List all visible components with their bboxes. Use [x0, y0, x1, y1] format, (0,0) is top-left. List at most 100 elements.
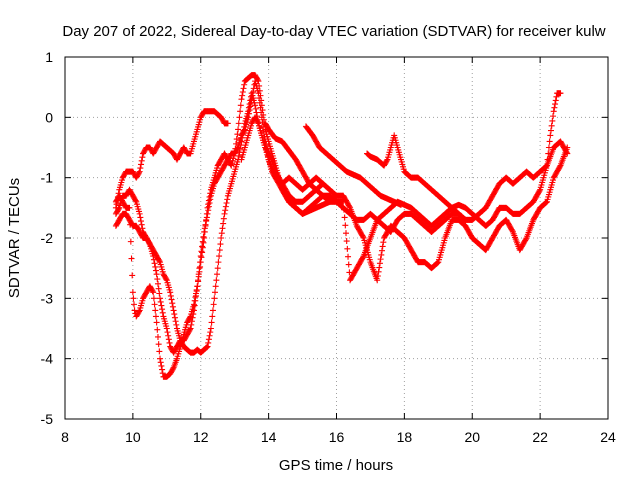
data-point: [377, 256, 384, 263]
data-point: [236, 114, 243, 121]
data-point: [151, 301, 158, 308]
data-point: [192, 294, 199, 301]
data-point: [397, 201, 404, 208]
data-point: [169, 365, 176, 372]
data-point: [197, 253, 204, 260]
data-point: [166, 339, 173, 346]
data-point: [130, 295, 137, 302]
data-point: [214, 271, 221, 278]
data-point: [374, 277, 381, 284]
data-point: [169, 300, 176, 307]
data-point: [237, 102, 244, 109]
data-point: [212, 289, 219, 296]
data-point: [151, 260, 158, 267]
data-point: [165, 332, 172, 339]
data-point: [171, 311, 178, 318]
data-point: [544, 156, 551, 163]
data-point: [344, 245, 351, 252]
data-point: [235, 120, 242, 127]
series-track-g: [302, 123, 404, 208]
data-point: [254, 76, 261, 83]
data-point: [132, 197, 139, 204]
data-point: [197, 259, 204, 266]
series-track-a: [112, 108, 231, 211]
data-point: [203, 344, 210, 351]
data-point: [542, 200, 549, 207]
data-point: [374, 273, 381, 280]
data-point: [340, 206, 347, 213]
data-point: [129, 289, 136, 296]
data-point: [462, 216, 469, 223]
data-point: [205, 336, 212, 343]
data-point: [255, 78, 262, 85]
data-point: [186, 314, 193, 321]
data-point: [260, 116, 267, 123]
data-point: [154, 276, 161, 283]
data-point: [235, 126, 242, 133]
data-point: [376, 260, 383, 267]
data-point: [138, 221, 145, 228]
data-point: [233, 136, 240, 143]
data-point: [383, 157, 390, 164]
data-point: [126, 204, 133, 211]
data-point: [159, 309, 166, 316]
y-tick-label: 1: [45, 49, 53, 65]
data-point: [245, 104, 252, 111]
data-point: [250, 88, 257, 95]
data-point: [135, 169, 142, 176]
y-tick-label: -3: [41, 290, 54, 306]
data-point: [346, 269, 353, 276]
data-point: [205, 339, 212, 346]
data-point: [551, 104, 558, 111]
data-point: [169, 303, 176, 310]
data-point: [232, 145, 239, 152]
data-point: [127, 238, 134, 245]
data-point: [254, 119, 261, 126]
series-track-d: [112, 72, 564, 380]
data-point: [522, 236, 529, 243]
y-tick-label: -5: [41, 411, 54, 427]
data-point: [258, 102, 265, 109]
data-point: [318, 181, 325, 188]
data-point: [245, 108, 252, 115]
data-point: [216, 253, 223, 260]
data-point: [380, 239, 387, 246]
data-point: [543, 162, 550, 169]
data-point: [553, 93, 560, 100]
data-point: [170, 307, 177, 314]
data-point: [319, 181, 326, 188]
x-tick-label: 18: [397, 429, 413, 445]
data-point: [333, 192, 340, 199]
data-point: [171, 314, 178, 321]
data-point: [239, 131, 246, 138]
data-point: [222, 207, 229, 214]
data-point: [193, 286, 200, 293]
data-marks: [112, 72, 571, 380]
data-point: [556, 163, 563, 170]
data-point: [203, 344, 210, 351]
data-point: [153, 319, 160, 326]
data-point: [213, 277, 220, 284]
data-point: [198, 254, 205, 261]
data-point: [205, 201, 212, 208]
y-tick-label: -1: [41, 170, 54, 186]
data-point: [375, 268, 382, 275]
data-point: [173, 321, 180, 328]
data-point: [461, 216, 468, 223]
data-point: [546, 138, 553, 145]
data-point: [218, 230, 225, 237]
data-point: [547, 127, 554, 134]
data-point: [196, 268, 203, 275]
x-tick-label: 16: [329, 429, 345, 445]
data-point: [332, 192, 339, 199]
series-track-h: [364, 132, 469, 223]
data-point: [252, 105, 259, 112]
data-point: [206, 193, 213, 200]
data-point: [343, 238, 350, 245]
data-point: [241, 81, 248, 88]
data-point: [433, 260, 440, 267]
data-point: [552, 101, 559, 108]
data-point: [152, 313, 159, 320]
data-point: [210, 301, 217, 308]
data-point: [549, 117, 556, 124]
